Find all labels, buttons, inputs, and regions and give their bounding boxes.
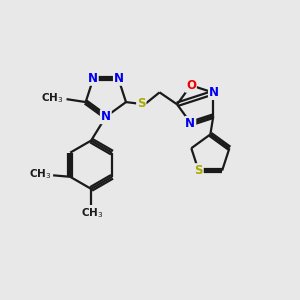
Text: S: S	[137, 97, 146, 110]
Text: N: N	[88, 72, 98, 85]
Text: N: N	[185, 117, 195, 130]
Text: N: N	[114, 72, 124, 85]
Text: O: O	[186, 79, 196, 92]
Text: S: S	[194, 164, 203, 177]
Text: CH$_3$: CH$_3$	[81, 206, 103, 220]
Text: N: N	[209, 86, 219, 99]
Text: N: N	[101, 110, 111, 123]
Text: CH$_3$: CH$_3$	[40, 92, 63, 105]
Text: CH$_3$: CH$_3$	[29, 167, 52, 181]
